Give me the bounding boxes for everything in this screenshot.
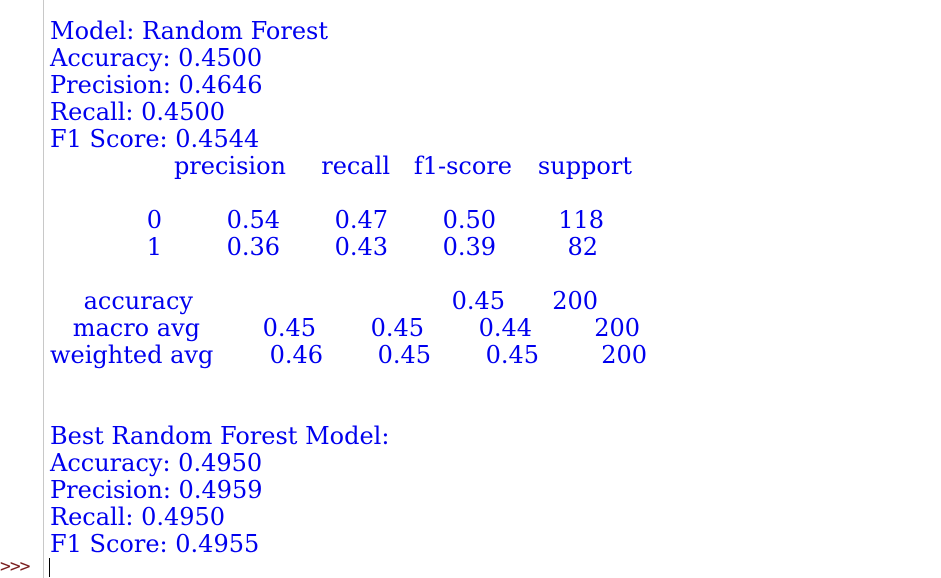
report-cell-support: 118: [558, 206, 604, 234]
report-row-label: 1: [146, 233, 162, 261]
report-accuracy-f1-score: 0.45: [451, 287, 505, 315]
report-cell-f1-score: 0.50: [442, 206, 496, 234]
report-cell-precision: 0.54: [226, 206, 280, 234]
report-macro-avg-f1-score: 0.44: [478, 314, 532, 342]
report-weighted-avg-label: weighted avg: [50, 341, 214, 369]
precision-line: Precision: 0.4646: [50, 71, 263, 99]
report-accuracy-label: accuracy: [83, 287, 193, 315]
report-cell-support: 82: [567, 233, 598, 261]
report-weighted-avg-f1-score: 0.45: [485, 341, 539, 369]
report-cell-recall: 0.47: [334, 206, 388, 234]
shell-prompt: >>>: [0, 556, 30, 577]
report-cell-precision: 0.36: [226, 233, 280, 261]
report-accuracy-support: 200: [552, 287, 598, 315]
report-macro-avg-recall: 0.45: [370, 314, 424, 342]
report-cell-recall: 0.43: [334, 233, 388, 261]
report-header-support: support: [537, 152, 632, 180]
report-weighted-avg-support: 200: [601, 341, 647, 369]
best-accuracy-line: Accuracy: 0.4950: [50, 449, 263, 477]
f1-score-line: F1 Score: 0.4544: [50, 125, 260, 153]
report-macro-avg-support: 200: [594, 314, 640, 342]
report-weighted-avg-recall: 0.45: [377, 341, 431, 369]
best-f1-score-line: F1 Score: 0.4955: [50, 530, 260, 558]
report-header-precision: precision: [173, 152, 286, 180]
recall-line: Recall: 0.4500: [50, 98, 226, 126]
report-macro-avg-precision: 0.45: [262, 314, 316, 342]
text-cursor: [49, 558, 50, 577]
best-precision-line: Precision: 0.4959: [50, 476, 263, 504]
gutter-divider: [43, 0, 44, 578]
best-recall-line: Recall: 0.4950: [50, 503, 226, 531]
accuracy-line: Accuracy: 0.4500: [50, 44, 263, 72]
model-header: Model: Random Forest: [50, 17, 328, 45]
report-cell-f1-score: 0.39: [442, 233, 496, 261]
report-macro-avg-label: macro avg: [72, 314, 200, 342]
report-header-recall: recall: [321, 152, 390, 180]
report-row-label: 0: [146, 206, 162, 234]
report-weighted-avg-precision: 0.46: [269, 341, 323, 369]
best-model-header: Best Random Forest Model:: [50, 422, 390, 450]
report-header-f1-score: f1-score: [413, 152, 512, 180]
